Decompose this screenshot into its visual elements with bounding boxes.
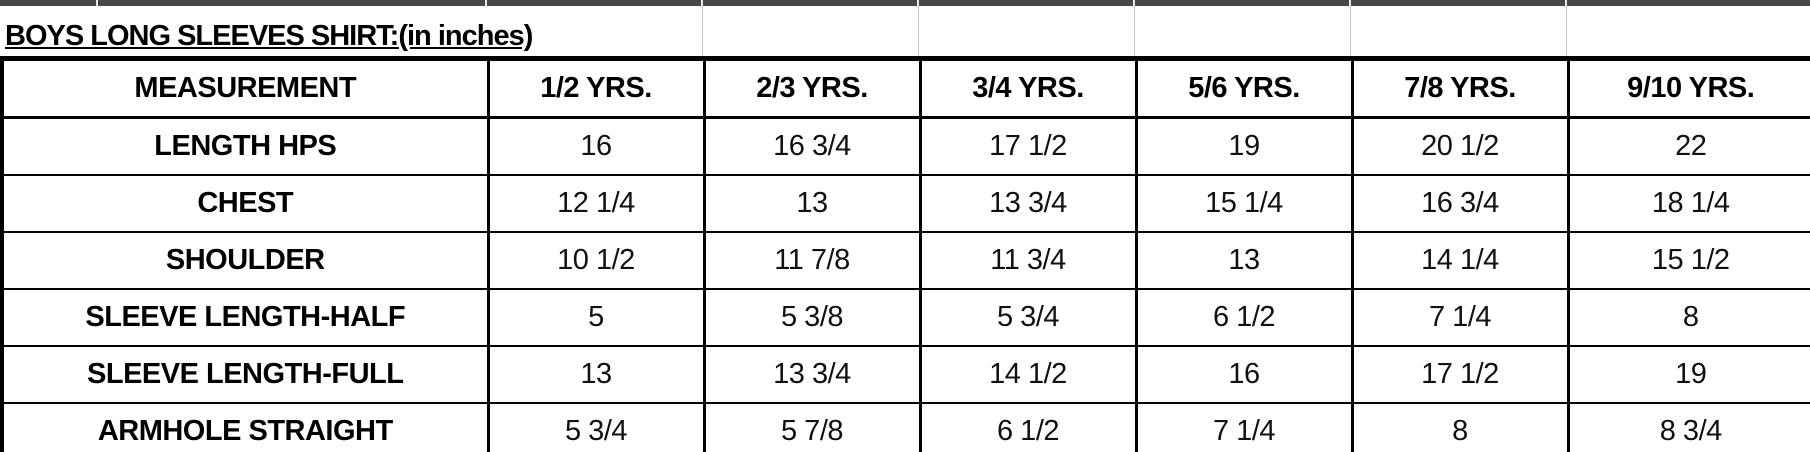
gridline-break [485, 0, 487, 6]
table-cell[interactable]: 16 3/4 [702, 116, 922, 176]
table-cell[interactable]: 18 1/4 [1566, 174, 1810, 233]
table-cell[interactable]: 19 [1566, 345, 1810, 404]
column-gridline [1566, 6, 1567, 56]
table-cell[interactable]: 10 1/2 [486, 231, 706, 290]
table-cell[interactable]: 12 1/4 [486, 174, 706, 233]
table-cell[interactable]: 14 1/2 [918, 345, 1138, 404]
row-label[interactable]: ARMHOLE STRAIGHT [0, 402, 490, 452]
table-cell[interactable]: 6 1/2 [1134, 288, 1354, 347]
table-row-sleeve-length-full: SLEEVE LENGTH-FULL 13 13 3/4 14 1/2 16 1… [0, 345, 1810, 404]
table-row-chest: CHEST 12 1/4 13 13 3/4 15 1/4 16 3/4 18 … [0, 174, 1810, 233]
table-cell[interactable]: 16 3/4 [1350, 174, 1570, 233]
table-row-length-hps: LENGTH HPS 16 16 3/4 17 1/2 19 20 1/2 22 [0, 116, 1810, 176]
row-label[interactable]: SHOULDER [0, 231, 490, 290]
table-cell[interactable]: 5 7/8 [702, 402, 922, 452]
column-header-size-9-10[interactable]: 9/10 YRS. [1566, 57, 1810, 119]
row-label[interactable]: SLEEVE LENGTH-HALF [0, 288, 490, 347]
gridline-break [1349, 0, 1351, 6]
table-cell[interactable]: 15 1/4 [1134, 174, 1354, 233]
table-cell[interactable]: 6 1/2 [918, 402, 1138, 452]
table-cell[interactable]: 7 1/4 [1134, 402, 1354, 452]
size-chart-table: MEASUREMENT 1/2 YRS. 2/3 YRS. 3/4 YRS. 5… [0, 56, 1810, 452]
column-gridline [918, 6, 919, 56]
column-header-size-5-6[interactable]: 5/6 YRS. [1134, 57, 1354, 119]
column-gridline [702, 6, 703, 56]
table-cell[interactable]: 7 1/4 [1350, 288, 1570, 347]
table-cell[interactable]: 22 [1566, 116, 1810, 176]
table-cell[interactable]: 13 3/4 [702, 345, 922, 404]
column-header-size-2-3[interactable]: 2/3 YRS. [702, 57, 922, 119]
row-label[interactable]: LENGTH HPS [0, 116, 490, 176]
column-header-size-1-2[interactable]: 1/2 YRS. [486, 57, 706, 119]
table-cell[interactable]: 11 7/8 [702, 231, 922, 290]
table-cell[interactable]: 14 1/4 [1350, 231, 1570, 290]
column-header-measurement[interactable]: MEASUREMENT [0, 57, 490, 119]
table-title[interactable]: BOYS LONG SLEEVES SHIRT:(in inches) [5, 20, 533, 52]
gridline-break [917, 0, 919, 6]
table-cell[interactable]: 8 [1566, 288, 1810, 347]
gridline-break [96, 0, 98, 6]
row-label[interactable]: SLEEVE LENGTH-FULL [0, 345, 490, 404]
table-cell[interactable]: 8 [1350, 402, 1570, 452]
table-cell[interactable]: 8 3/4 [1566, 402, 1810, 452]
table-row-armhole-straight: ARMHOLE STRAIGHT 5 3/4 5 7/8 6 1/2 7 1/4… [0, 402, 1810, 452]
table-cell[interactable]: 13 3/4 [918, 174, 1138, 233]
column-gridline [1350, 6, 1351, 56]
table-row-sleeve-length-half: SLEEVE LENGTH-HALF 5 5 3/8 5 3/4 6 1/2 7… [0, 288, 1810, 347]
column-header-size-3-4[interactable]: 3/4 YRS. [918, 57, 1138, 119]
header-row: MEASUREMENT 1/2 YRS. 2/3 YRS. 3/4 YRS. 5… [0, 57, 1810, 119]
table-cell[interactable]: 15 1/2 [1566, 231, 1810, 290]
title-row: BOYS LONG SLEEVES SHIRT:(in inches) [0, 6, 1810, 56]
column-gridline [1134, 6, 1135, 56]
table-cell[interactable]: 5 [486, 288, 706, 347]
column-header-size-7-8[interactable]: 7/8 YRS. [1350, 57, 1570, 119]
table-cell[interactable]: 11 3/4 [918, 231, 1138, 290]
partial-row-above [0, 0, 1810, 6]
table-cell[interactable]: 16 [1134, 345, 1354, 404]
table-cell[interactable]: 17 1/2 [1350, 345, 1570, 404]
row-label[interactable]: CHEST [0, 174, 490, 233]
table-cell[interactable]: 5 3/4 [918, 288, 1138, 347]
table-cell[interactable]: 17 1/2 [918, 116, 1138, 176]
table-cell[interactable]: 16 [486, 116, 706, 176]
gridline-break [701, 0, 703, 6]
table-cell[interactable]: 20 1/2 [1350, 116, 1570, 176]
table-cell[interactable]: 5 3/8 [702, 288, 922, 347]
table-cell[interactable]: 13 [702, 174, 922, 233]
table-cell[interactable]: 19 [1134, 116, 1354, 176]
gridline-break [1565, 0, 1567, 6]
table-cell[interactable]: 13 [1134, 231, 1354, 290]
table-row-shoulder: SHOULDER 10 1/2 11 7/8 11 3/4 13 14 1/4 … [0, 231, 1810, 290]
table-cell[interactable]: 5 3/4 [486, 402, 706, 452]
table-cell[interactable]: 13 [486, 345, 706, 404]
gridline-break [1133, 0, 1135, 6]
